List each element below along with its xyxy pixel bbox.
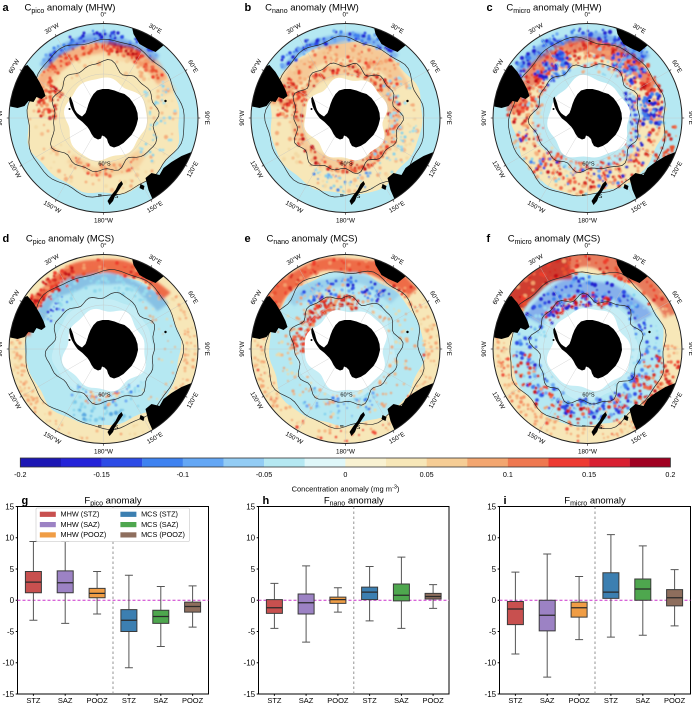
svg-text:0.2: 0.2 bbox=[665, 470, 675, 479]
svg-text:-10: -10 bbox=[244, 659, 256, 668]
svg-text:60°S: 60°S bbox=[582, 393, 594, 399]
svg-text:5: 5 bbox=[251, 565, 256, 574]
svg-text:Concentration anomaly (mg m-3): Concentration anomaly (mg m-3) bbox=[292, 484, 400, 493]
svg-text:0: 0 bbox=[10, 596, 15, 605]
svg-text:0: 0 bbox=[343, 470, 347, 479]
svg-text:b: b bbox=[245, 2, 252, 14]
svg-text:90°W: 90°W bbox=[0, 110, 4, 126]
svg-text:-10: -10 bbox=[3, 659, 15, 668]
svg-text:180°W: 180°W bbox=[336, 217, 355, 225]
svg-text:90°W: 90°W bbox=[480, 341, 488, 357]
svg-text:0.15: 0.15 bbox=[582, 470, 596, 479]
svg-text:d: d bbox=[3, 233, 10, 245]
svg-text:90°E: 90°E bbox=[445, 342, 453, 356]
svg-text:STZ: STZ bbox=[122, 696, 137, 705]
svg-text:180°W: 180°W bbox=[578, 448, 597, 456]
svg-text:180°W: 180°W bbox=[578, 217, 597, 225]
svg-text:f: f bbox=[487, 233, 491, 245]
svg-text:a: a bbox=[3, 2, 10, 14]
svg-text:STZ: STZ bbox=[26, 696, 41, 705]
svg-text:180°W: 180°W bbox=[94, 217, 113, 225]
svg-text:0: 0 bbox=[251, 596, 256, 605]
svg-text:60°S: 60°S bbox=[340, 393, 352, 399]
svg-text:90°E: 90°E bbox=[687, 111, 692, 125]
svg-text:S: S bbox=[357, 425, 361, 431]
svg-text:0.1: 0.1 bbox=[503, 470, 513, 479]
svg-text:POOZ: POOZ bbox=[86, 696, 108, 705]
svg-text:SAZ: SAZ bbox=[58, 696, 73, 705]
svg-text:180°W: 180°W bbox=[336, 448, 355, 456]
svg-text:5: 5 bbox=[10, 565, 15, 574]
svg-text:90°E: 90°E bbox=[203, 111, 211, 125]
svg-text:-0.1: -0.1 bbox=[177, 470, 189, 479]
svg-text:15: 15 bbox=[246, 502, 255, 511]
svg-text:S: S bbox=[357, 194, 361, 200]
svg-text:c: c bbox=[487, 2, 493, 14]
svg-text:0.05: 0.05 bbox=[420, 470, 434, 479]
svg-text:90°W: 90°W bbox=[238, 341, 246, 357]
svg-text:S: S bbox=[115, 194, 119, 200]
svg-text:e: e bbox=[245, 233, 251, 245]
svg-text:S: S bbox=[599, 425, 603, 431]
svg-text:90°W: 90°W bbox=[238, 110, 246, 126]
svg-text:POOZ: POOZ bbox=[182, 696, 204, 705]
svg-text:90°W: 90°W bbox=[480, 110, 488, 126]
svg-text:10: 10 bbox=[246, 534, 255, 543]
svg-text:60°S: 60°S bbox=[340, 162, 352, 168]
svg-text:-0.2: -0.2 bbox=[14, 470, 26, 479]
svg-text:-15: -15 bbox=[244, 690, 256, 699]
svg-text:60°S: 60°S bbox=[98, 393, 110, 399]
svg-text:-5: -5 bbox=[248, 627, 256, 636]
svg-text:10: 10 bbox=[5, 534, 14, 543]
svg-text:SAZ: SAZ bbox=[154, 696, 169, 705]
svg-text:90°E: 90°E bbox=[687, 342, 692, 356]
svg-text:-15: -15 bbox=[3, 690, 15, 699]
svg-text:60°S: 60°S bbox=[582, 162, 594, 168]
svg-text:90°E: 90°E bbox=[445, 111, 453, 125]
svg-text:g: g bbox=[22, 495, 29, 507]
svg-text:-0.05: -0.05 bbox=[256, 470, 272, 479]
svg-text:180°W: 180°W bbox=[94, 448, 113, 456]
svg-text:-5: -5 bbox=[7, 627, 15, 636]
svg-text:S: S bbox=[599, 194, 603, 200]
svg-text:90°W: 90°W bbox=[0, 341, 4, 357]
svg-text:-0.15: -0.15 bbox=[93, 470, 109, 479]
svg-text:S: S bbox=[115, 425, 119, 431]
svg-text:60°S: 60°S bbox=[98, 162, 110, 168]
svg-text:90°E: 90°E bbox=[203, 342, 211, 356]
svg-text:15: 15 bbox=[5, 502, 14, 511]
